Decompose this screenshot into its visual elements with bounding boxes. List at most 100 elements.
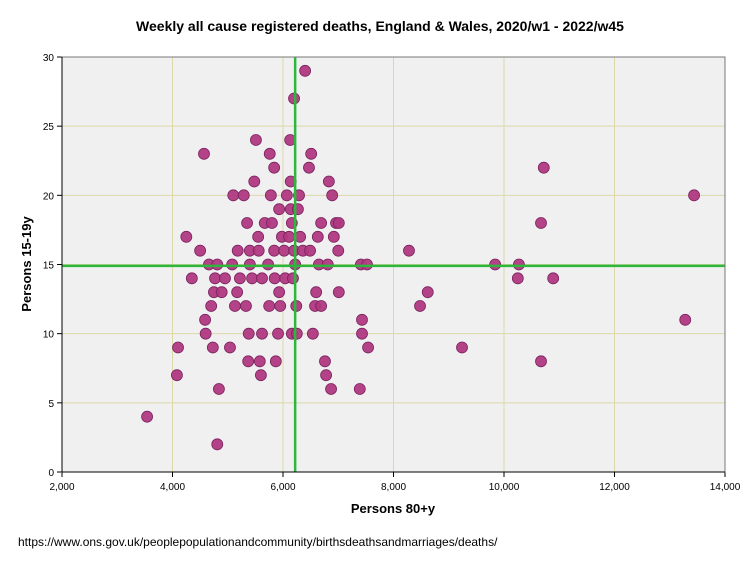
data-point — [537, 161, 550, 174]
data-point — [237, 189, 250, 202]
data-point — [264, 189, 277, 202]
y-tick-label: 30 — [43, 53, 55, 64]
data-point — [256, 327, 268, 340]
y-tick-label: 25 — [43, 122, 55, 133]
y-tick-label: 10 — [43, 330, 55, 341]
data-point — [241, 217, 253, 229]
data-point — [327, 230, 340, 243]
data-point — [199, 327, 212, 340]
data-point — [269, 355, 282, 368]
data-point — [299, 64, 312, 77]
data-point — [172, 341, 184, 354]
data-point — [290, 327, 303, 340]
data-point — [243, 258, 256, 271]
data-point — [213, 383, 225, 395]
data-point — [319, 355, 331, 368]
data-point — [414, 300, 426, 312]
grid-lines — [62, 57, 725, 472]
data-point — [332, 286, 345, 299]
data-point — [322, 175, 335, 188]
data-point — [489, 258, 502, 271]
data-point — [310, 286, 323, 299]
data-point — [199, 313, 211, 326]
data-point — [248, 175, 261, 188]
data-point — [252, 244, 265, 257]
x-tick-label: 14,000 — [710, 482, 741, 493]
data-point — [185, 272, 198, 285]
x-tick-label: 2,000 — [49, 482, 74, 493]
x-tick-label: 10,000 — [489, 482, 520, 493]
data-point — [180, 230, 193, 243]
data-point — [254, 369, 267, 382]
data-point — [305, 147, 318, 160]
data-point — [356, 313, 368, 326]
data-point — [535, 355, 547, 368]
data-point — [268, 161, 281, 174]
data-point — [219, 272, 231, 285]
x-tick-label: 12,000 — [599, 482, 630, 493]
source-url[interactable]: https://www.ons.gov.uk/peoplepopulationa… — [18, 535, 498, 549]
data-point — [215, 286, 228, 299]
data-point — [234, 272, 246, 285]
data-point — [256, 272, 268, 285]
data-point — [268, 272, 281, 285]
data-point — [315, 300, 328, 312]
data-point — [242, 327, 255, 340]
data-point — [171, 369, 183, 382]
data-point — [353, 383, 366, 395]
data-point — [315, 217, 328, 229]
data-points — [141, 64, 700, 451]
data-point — [263, 147, 276, 160]
data-point — [280, 189, 293, 202]
data-point — [688, 189, 700, 202]
data-point — [242, 355, 255, 368]
data-point — [679, 313, 692, 326]
data-point — [231, 286, 244, 299]
data-point — [209, 272, 221, 285]
data-point — [303, 161, 315, 174]
data-point — [231, 244, 244, 257]
data-point — [194, 244, 207, 257]
data-point — [321, 258, 334, 271]
data-point — [325, 383, 337, 395]
data-point — [511, 272, 524, 285]
axis-ticks: 2,000 4,000 6,000 8,000 10,000 12,000 14,000 0 5… — [43, 53, 741, 493]
data-point — [205, 300, 218, 312]
reference-lines — [62, 57, 725, 472]
data-point — [273, 203, 286, 216]
data-point — [253, 355, 266, 368]
data-point — [266, 217, 278, 229]
data-point — [403, 244, 415, 257]
data-point — [362, 341, 374, 354]
data-point — [361, 258, 373, 271]
data-point — [278, 244, 291, 257]
data-point — [332, 217, 345, 229]
y-tick-label: 0 — [48, 468, 54, 479]
data-point — [320, 369, 332, 382]
y-tick-label: 20 — [43, 191, 55, 202]
data-point — [356, 327, 368, 340]
y-axis-label: Persons 15-19y — [19, 216, 34, 312]
data-point — [263, 300, 276, 312]
data-point — [513, 258, 525, 271]
x-tick-label: 6,000 — [270, 482, 295, 493]
data-point — [224, 341, 236, 354]
x-axis-label: Persons 80+y — [351, 501, 436, 516]
data-point — [456, 341, 468, 354]
data-point — [287, 272, 299, 285]
data-point — [240, 300, 252, 312]
data-point — [250, 134, 262, 146]
chart-title: Weekly all cause registered deaths, Engl… — [136, 18, 624, 34]
data-point — [273, 286, 286, 299]
data-point — [252, 230, 265, 243]
x-tick-label: 4,000 — [160, 482, 185, 493]
data-point — [141, 410, 153, 423]
data-point — [326, 189, 339, 202]
data-point — [547, 272, 560, 285]
data-point — [304, 244, 316, 257]
data-point — [246, 272, 258, 285]
data-point — [332, 244, 345, 257]
data-point — [421, 286, 434, 299]
data-point — [268, 244, 281, 257]
